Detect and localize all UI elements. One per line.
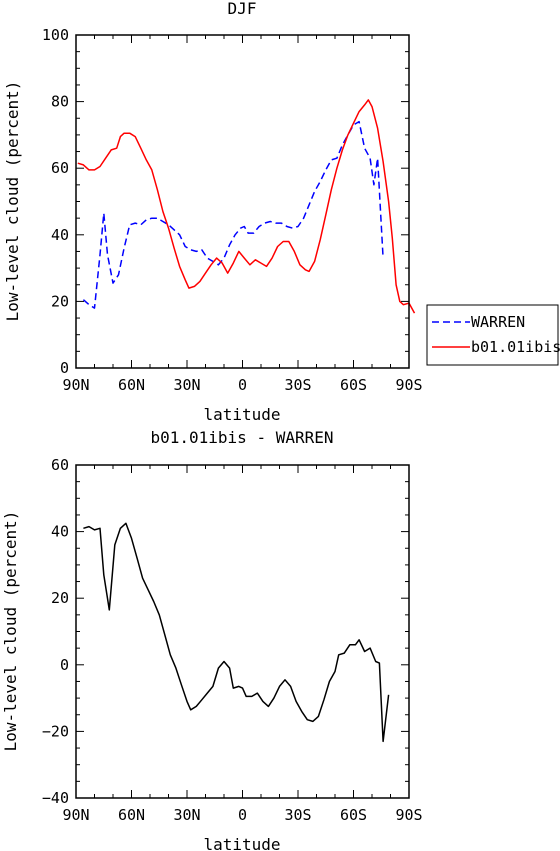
legend-box — [426, 304, 559, 366]
x-tick-label: 90S — [395, 376, 422, 394]
x-tick-label: 60S — [340, 806, 367, 824]
y-tick-label: −20 — [42, 722, 69, 740]
y-axis-label-bottom: Low-level cloud (percent) — [1, 511, 20, 752]
y-tick-label: 60 — [51, 159, 69, 177]
x-tick-label: 30S — [284, 806, 311, 824]
y-tick-label: 100 — [42, 26, 69, 44]
y-tick-label: 40 — [51, 523, 69, 541]
y-tick-label: 80 — [51, 93, 69, 111]
legend-label-warren: WARREN — [471, 313, 525, 331]
x-tick-label: 30N — [173, 376, 200, 394]
x-tick-label: 90N — [62, 806, 89, 824]
panel-top: DJF 90N 60N 30N 0 30S 60S 90S 0 20 40 60 80 100 lati… — [3, 0, 423, 424]
series-group-top — [77, 99, 416, 314]
x-tick-label: 90S — [395, 806, 422, 824]
y-tick-label: 0 — [60, 656, 69, 674]
x-tick-label: 0 — [238, 376, 247, 394]
x-tick-label: 0 — [238, 806, 247, 824]
y-tick-label: 60 — [51, 456, 69, 474]
tick-labels-bottom: 90N 60N 30N 0 30S 60S 90S −40 −20 0 20 40 60 — [42, 456, 423, 824]
series-line-warren — [82, 120, 384, 309]
x-tick-label: 60S — [340, 376, 367, 394]
y-tick-label: −40 — [42, 789, 69, 807]
panel-bottom: b01.01ibis - WARREN 90N 60N 30N 0 30S 60S 90S −… — [1, 428, 423, 851]
y-tick-label: 0 — [60, 359, 69, 377]
legend: WARREN b01.01ibis — [426, 304, 560, 366]
chart-title-bottom: b01.01ibis - WARREN — [150, 428, 333, 447]
x-tick-label: 30N — [173, 806, 200, 824]
tick-marks-top — [75, 34, 410, 369]
series-line-b01-01ibis — [77, 99, 416, 314]
series-line-panel1-0 — [83, 522, 390, 743]
y-axis-label-top: Low-level cloud (percent) — [3, 81, 22, 322]
y-tick-label: 20 — [51, 589, 69, 607]
x-axis-label-top: latitude — [203, 405, 280, 424]
y-tick-label: 20 — [51, 292, 69, 310]
x-axis-label-bottom: latitude — [203, 835, 280, 851]
tick-labels-top: 90N 60N 30N 0 30S 60S 90S 0 20 40 60 80 100 — [42, 26, 423, 394]
legend-label-b01: b01.01ibis — [471, 338, 560, 356]
chart-title-top: DJF — [228, 0, 257, 18]
plot-frame-top — [75, 34, 410, 369]
x-tick-label: 30S — [284, 376, 311, 394]
x-tick-label: 60N — [118, 376, 145, 394]
tick-marks-bottom — [75, 464, 410, 799]
x-tick-label: 60N — [118, 806, 145, 824]
plot-frame-bottom — [75, 464, 410, 799]
x-tick-label: 90N — [62, 376, 89, 394]
series-group-bottom — [83, 522, 390, 743]
y-tick-label: 40 — [51, 226, 69, 244]
